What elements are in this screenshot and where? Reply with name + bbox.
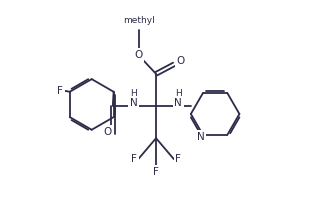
Text: methyl: methyl bbox=[123, 16, 155, 24]
Text: O: O bbox=[134, 50, 142, 60]
Text: O: O bbox=[103, 127, 112, 137]
Text: F: F bbox=[153, 167, 159, 177]
Text: H: H bbox=[175, 89, 182, 98]
Text: N: N bbox=[174, 98, 182, 108]
Text: F: F bbox=[131, 154, 137, 164]
Text: N: N bbox=[197, 132, 205, 142]
Text: H: H bbox=[131, 89, 137, 98]
Text: O: O bbox=[176, 56, 185, 66]
Text: F: F bbox=[57, 86, 63, 96]
Text: F: F bbox=[175, 154, 181, 164]
Text: N: N bbox=[130, 98, 138, 108]
